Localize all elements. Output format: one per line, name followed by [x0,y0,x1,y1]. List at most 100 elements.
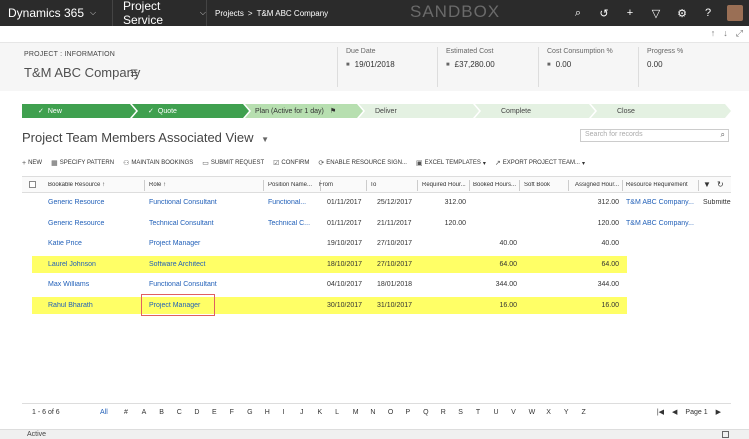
cell-resource-requirement[interactable]: T&M ABC Company... [626,219,694,227]
form-menu-icon[interactable]: ☰ [130,68,139,78]
column-header-booked-hours[interactable]: Booked Hours... [473,182,517,188]
alphabet-filter-s[interactable]: S [458,409,463,416]
cell-position[interactable]: Technical C... [268,219,311,227]
alphabet-filter-p[interactable]: P [405,409,411,416]
submit-request-button[interactable]: ▭ SUBMIT REQUEST [202,159,264,167]
first-page-icon[interactable]: |◀ [656,409,665,416]
column-header-soft-book[interactable]: Soft Book [524,182,551,188]
cell-role[interactable]: Functional Consultant [149,281,217,288]
view-selector[interactable]: Project Team Members Associated View ▼ [22,130,269,145]
bpf-stage-plan[interactable]: Plan (Active for 1 day) ⚑ [245,104,363,118]
alphabet-filter-c[interactable]: C [176,409,182,416]
alphabet-filter-w[interactable]: W [528,409,536,416]
arrow-up-icon[interactable]: ↑ [710,28,716,38]
breadcrumb-projects[interactable]: Projects [215,8,244,18]
cell-bookable-resource[interactable]: Laurel Johnson [48,260,96,268]
search-icon[interactable]: ⌕ [720,130,725,139]
column-header-to[interactable]: To [370,182,377,188]
alphabet-filter-all[interactable]: All [100,409,108,416]
search-icon[interactable]: ⌕ [574,6,582,19]
cell-role[interactable]: Project Manager [149,240,201,247]
maintain-bookings-button[interactable]: ⚇ MAINTAIN BOOKINGS [123,159,193,167]
column-header-from[interactable]: From [319,182,333,188]
select-all-checkbox[interactable] [29,181,36,188]
alphabet-filter-j[interactable]: J [299,409,304,416]
alphabet-filter-m[interactable]: M [352,409,359,416]
filter-icon[interactable]: ▽ [651,7,661,20]
alphabet-filter-t[interactable]: T [475,409,481,416]
column-header-role[interactable]: Role ↑ [149,182,167,188]
alphabet-filter-d[interactable]: D [194,409,200,416]
alphabet-filter-n[interactable]: N [370,409,376,416]
alphabet-filter-e[interactable]: E [211,409,217,416]
plus-icon[interactable]: + [626,7,634,19]
enable-resource-signin-button[interactable]: ⟳ ENABLE RESOURCE SIGN... [318,159,407,167]
save-icon[interactable] [722,431,729,438]
alphabet-filter-hash[interactable]: # [124,409,128,416]
cell-bookable-resource[interactable]: Generic Resource [48,199,105,206]
cell-role[interactable]: Technical Consultant [149,219,214,227]
bpf-stage-complete[interactable]: Complete [475,104,595,118]
next-page-icon[interactable]: ▶ [715,409,721,416]
bpf-stage-close[interactable]: Close [591,104,731,118]
table-row[interactable]: Max Williams Functional Consultant 04/10/2… [22,275,731,296]
arrow-down-icon[interactable]: ↓ [723,28,728,38]
alphabet-filter-u[interactable]: U [493,409,499,416]
alphabet-filter-g[interactable]: G [247,409,253,416]
alphabet-filter-z[interactable]: Z [581,409,586,416]
gear-icon[interactable]: ⚙ [677,7,687,20]
cell-bookable-resource[interactable]: Rahul Bharath [48,301,93,309]
cell-resource-requirement[interactable]: T&M ABC Company... [626,199,694,206]
alphabet-filter-r[interactable]: R [440,409,446,416]
alphabet-filter-i[interactable]: I [282,409,285,416]
cell-bookable-resource[interactable]: Generic Resource [48,219,105,227]
alphabet-filter-v[interactable]: V [511,409,516,416]
alphabet-filter-o[interactable]: O [387,409,394,416]
table-row[interactable]: Laurel Johnson Software Architect 18/10/20… [22,255,731,276]
table-row[interactable]: Generic Resource Technical Consultant Tech… [22,214,731,235]
avatar[interactable] [727,5,743,21]
alphabet-filter-y[interactable]: Y [563,409,569,416]
column-header-assigned-hours[interactable]: Assigned Hour... [575,182,620,188]
cell-bookable-resource[interactable]: Katie Price [48,240,82,247]
alphabet-filter-k[interactable]: K [317,409,323,416]
history-icon[interactable]: ↺ [599,7,609,20]
table-row[interactable]: Generic Resource Functional Consultant Fun… [22,193,731,214]
table-row[interactable]: Katie Price Project Manager 19/10/2017 27/1… [22,234,731,255]
export-button[interactable]: ↗ EXPORT PROJECT TEAM... ▾ [495,159,585,167]
cell-role[interactable]: Software Architect [149,260,206,268]
cell-bookable-resource[interactable]: Max Williams [48,281,90,288]
alphabet-filter-h[interactable]: H [264,409,270,416]
new-button-label: NEW [28,160,43,166]
new-button[interactable]: + NEW [22,160,42,167]
specify-pattern-button[interactable]: ▦ SPECIFY PATTERN [51,159,114,167]
app-brand[interactable]: Dynamics 365 ⌵ [0,0,113,26]
column-header-resource-requirement[interactable]: Resource Requirement [626,182,688,188]
bpf-stage-new[interactable]: ✓ New [22,104,136,118]
table-row[interactable]: Rahul Bharath Project Manager 30/10/2017 31… [22,293,731,317]
cell-role[interactable]: Project Manager [149,301,201,309]
breadcrumb-record[interactable]: T&M ABC Company [256,8,329,18]
refresh-icon[interactable]: ↻ [717,180,724,189]
module-selector[interactable]: Project Service ⌵ [113,0,207,27]
cell-position[interactable]: Functional... [268,199,307,206]
popout-icon[interactable]: ⤢ [735,28,743,38]
alphabet-filter-b[interactable]: B [159,409,164,416]
alphabet-filter-q[interactable]: Q [423,409,429,416]
prev-page-icon[interactable]: ◀ [672,409,678,416]
filter-icon[interactable]: ▼ [703,180,711,189]
column-header-bookable-resource[interactable]: Bookable Resource ↑ [48,182,106,188]
bpf-stage-deliver[interactable]: Deliver [359,104,479,118]
column-header-position[interactable]: Position Name... [268,182,313,188]
cell-role[interactable]: Functional Consultant [149,199,217,206]
bpf-stage-quote[interactable]: ✓ Quote [132,104,249,118]
alphabet-filter-x[interactable]: X [546,409,551,416]
search-input[interactable]: Search for records ⌕ [580,129,729,142]
confirm-button[interactable]: ☑ CONFIRM [273,159,309,167]
alphabet-filter-l[interactable]: L [335,409,340,416]
alphabet-filter-f[interactable]: F [229,409,234,416]
excel-templates-button[interactable]: ▣ EXCEL TEMPLATES ▾ [416,159,486,167]
help-icon[interactable]: ? [704,7,712,19]
column-header-required-hours[interactable]: Required Hour... [422,182,466,188]
alphabet-filter-a[interactable]: A [141,409,147,416]
